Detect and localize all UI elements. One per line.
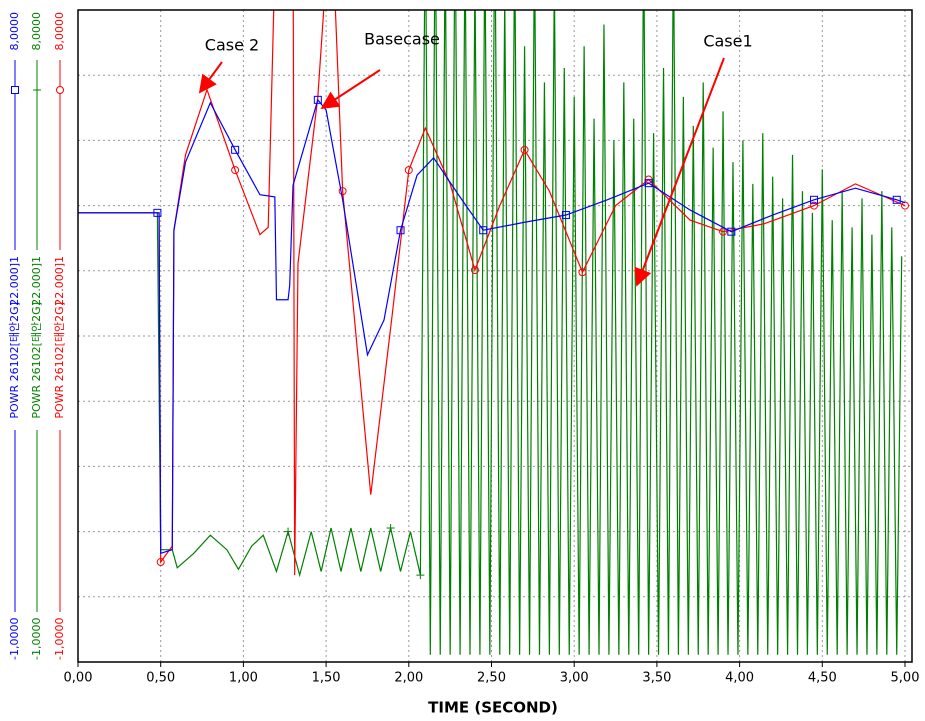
- annotation: Case1: [703, 32, 752, 51]
- point-marker: [644, 179, 653, 188]
- legend-label: POWR 26102[태안2G]: [8, 302, 21, 419]
- series-line: [78, 98, 906, 555]
- x-tick-label: 3,50: [642, 671, 671, 686]
- x-tick-label: 2,50: [477, 671, 506, 686]
- point-marker: [416, 571, 425, 580]
- legend-marker: [56, 86, 64, 94]
- point-marker: [479, 226, 488, 235]
- y-tick-label: 8,0000: [8, 12, 21, 51]
- x-tick-label: 1,00: [229, 671, 258, 686]
- x-axis-title: TIME (SECOND): [428, 699, 558, 717]
- series-channel: 22.000]1: [53, 256, 66, 306]
- point-marker: [338, 187, 347, 196]
- plot-frame: [77, 9, 913, 663]
- plot-lines: [78, 10, 909, 655]
- x-tick-label: 3,00: [560, 671, 589, 686]
- point-marker: [153, 208, 162, 217]
- point-marker: [719, 227, 728, 236]
- y-tick-label: 8,0000: [30, 12, 43, 51]
- point-marker: [810, 201, 819, 210]
- x-tick-label: 1,50: [312, 671, 341, 686]
- annotation: Case 2: [205, 36, 259, 55]
- annotation: Basecase: [364, 30, 440, 49]
- point-marker: [578, 268, 587, 277]
- point-marker: [396, 226, 405, 235]
- x-tick-label: 0,00: [64, 671, 93, 686]
- legend-marker: [11, 86, 19, 94]
- point-marker: [470, 266, 479, 275]
- x-tick-label: 0,50: [146, 671, 175, 686]
- series-line: [78, 10, 903, 655]
- legend-label: POWR 26102[태안2G]: [30, 302, 43, 419]
- point-marker: [892, 195, 901, 204]
- point-marker: [404, 166, 413, 175]
- series-line: [78, 10, 906, 576]
- point-marker: [727, 227, 736, 236]
- legend-label: POWR 26102[태안2G]: [53, 302, 66, 419]
- point-marker: [561, 211, 570, 220]
- y-tick-label: -1,0000: [8, 618, 21, 660]
- point-marker: [284, 527, 293, 536]
- point-marker: [156, 558, 165, 567]
- legend-marker: [33, 86, 41, 94]
- series-channel: 22.000]1: [30, 256, 43, 306]
- point-marker: [386, 523, 395, 532]
- annotation-arrow: [198, 61, 223, 94]
- x-tick-label: 4,00: [725, 671, 754, 686]
- x-axis: 0,00 0,50 1,00 1,50 2,00 2,50 3,00 3,50 4,00 4,50…: [64, 662, 920, 686]
- y-tick-label: -1,0000: [30, 618, 43, 660]
- annotation-arrow: [634, 57, 725, 287]
- y-tick-label: 8,0000: [53, 12, 66, 51]
- annotation-arrow: [320, 69, 381, 109]
- point-marker: [520, 145, 529, 154]
- x-tick-label: 4,50: [808, 671, 837, 686]
- point-marker: [231, 145, 240, 154]
- point-marker: [231, 166, 240, 175]
- y-tick-label: -1,0000: [53, 618, 66, 660]
- series-channel: 22.000]1: [8, 256, 21, 306]
- x-tick-label: 5,00: [891, 671, 920, 686]
- x-tick-label: 2,00: [394, 671, 423, 686]
- point-marker: [810, 195, 819, 204]
